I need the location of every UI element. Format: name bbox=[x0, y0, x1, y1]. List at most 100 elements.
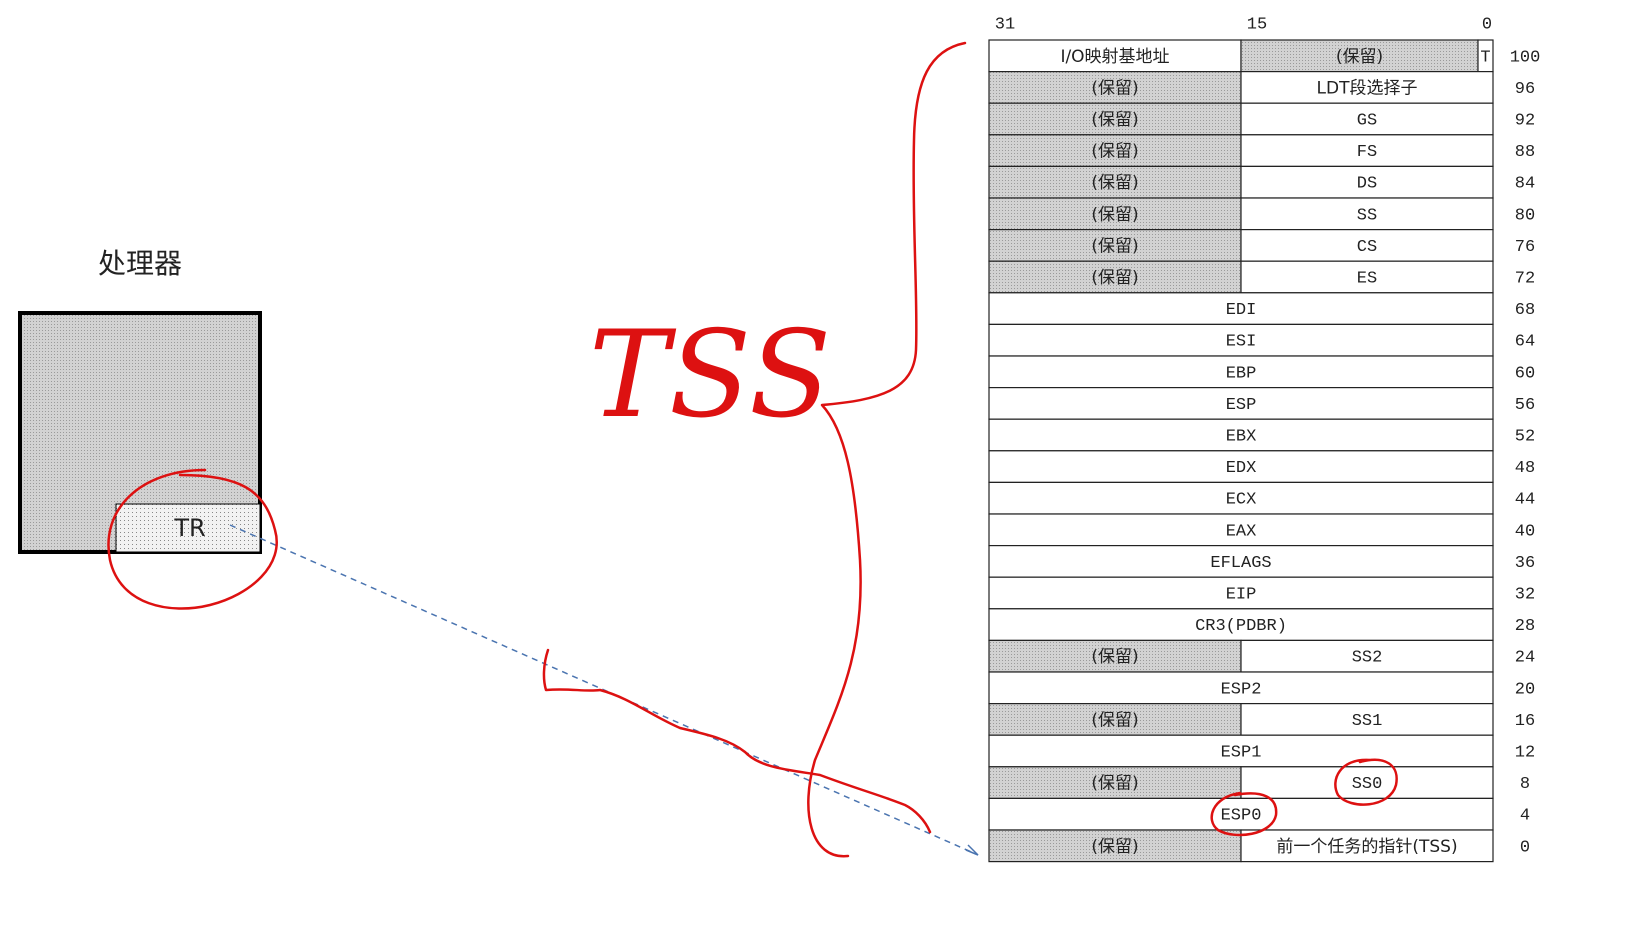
cell-text: EDI bbox=[1226, 301, 1257, 320]
cell bbox=[1240, 260, 1494, 294]
cell-text: EBP bbox=[1226, 364, 1257, 383]
pointer-arrow bbox=[229, 524, 977, 855]
offset-label: 88 bbox=[1515, 143, 1535, 162]
offset-label: 20 bbox=[1515, 680, 1535, 699]
offset-label: 68 bbox=[1515, 301, 1535, 320]
cell bbox=[988, 639, 1242, 673]
cell-text: EAX bbox=[1226, 522, 1257, 541]
cell-text: ESP0 bbox=[1221, 807, 1262, 826]
cell bbox=[1240, 702, 1494, 736]
cell bbox=[988, 829, 1242, 863]
cell bbox=[988, 481, 1494, 515]
cell bbox=[988, 734, 1494, 768]
bit-label: 31 bbox=[995, 15, 1015, 34]
cell-text: FS bbox=[1357, 143, 1377, 162]
cell-text: (保留) bbox=[1091, 78, 1138, 98]
cell-text: SS bbox=[1357, 206, 1377, 225]
offset-label: 64 bbox=[1515, 333, 1535, 352]
cell bbox=[988, 608, 1494, 641]
offset-label: 96 bbox=[1515, 80, 1535, 99]
bit-label: 0 bbox=[1482, 15, 1492, 34]
tr-box bbox=[115, 503, 261, 553]
cell-text: (保留) bbox=[1091, 205, 1138, 225]
cell bbox=[988, 418, 1494, 452]
cell-text: (保留) bbox=[1091, 774, 1138, 794]
cell bbox=[1240, 639, 1494, 673]
cell-text: (保留) bbox=[1091, 710, 1138, 730]
cell bbox=[988, 260, 1242, 294]
cell-text: (保留) bbox=[1091, 142, 1138, 162]
cell-text: EFLAGS bbox=[1210, 554, 1271, 573]
cell-text: (保留) bbox=[1091, 268, 1138, 288]
cell-text: T bbox=[1480, 48, 1490, 67]
offset-label: 72 bbox=[1515, 269, 1535, 288]
cell-text: (保留) bbox=[1091, 236, 1138, 256]
tss-table: 31 15 0 I/O映射基地址 (保留) T 100 (保留) LDT段选择子 96 (保留) GS… bbox=[988, 15, 1541, 863]
cell-text: ESP1 bbox=[1221, 743, 1262, 762]
cell-text: EBX bbox=[1226, 427, 1257, 446]
offset-label: 76 bbox=[1515, 238, 1535, 257]
cell-text: SS2 bbox=[1352, 649, 1383, 668]
cell-text: (保留) bbox=[1091, 110, 1138, 130]
cell bbox=[988, 292, 1494, 325]
cell-text: (保留) bbox=[1091, 837, 1138, 857]
cell bbox=[1240, 165, 1494, 199]
cell bbox=[988, 513, 1494, 547]
offset-label: 36 bbox=[1515, 554, 1535, 573]
cell bbox=[1240, 102, 1494, 136]
offset-label: 44 bbox=[1515, 491, 1535, 510]
offset-label: 28 bbox=[1515, 617, 1535, 636]
cell bbox=[988, 355, 1494, 389]
cell-text: I/O映射基地址 bbox=[1060, 47, 1169, 67]
cell bbox=[988, 797, 1494, 831]
cell bbox=[1240, 829, 1494, 863]
offset-label: 40 bbox=[1515, 522, 1535, 541]
offset-label: 24 bbox=[1515, 649, 1535, 668]
cell-text: SS1 bbox=[1352, 712, 1383, 731]
cell bbox=[1240, 134, 1494, 168]
cell-text: LDT段选择子 bbox=[1317, 78, 1418, 98]
arrow-head bbox=[965, 844, 979, 856]
squiggle bbox=[542, 648, 932, 834]
tss-annotation: TSS bbox=[589, 306, 831, 445]
cell bbox=[1240, 229, 1494, 262]
cell-text: (保留) bbox=[1091, 647, 1138, 667]
cell-text: 前一个任务的指针(TSS) bbox=[1276, 837, 1457, 857]
cell-text: ES bbox=[1357, 269, 1377, 288]
cell-text: ECX bbox=[1226, 491, 1257, 510]
cell bbox=[1240, 197, 1494, 231]
cell bbox=[988, 544, 1494, 578]
cell-text: GS bbox=[1357, 111, 1377, 130]
processor-title: 处理器 bbox=[98, 247, 182, 280]
offset-label: 56 bbox=[1515, 396, 1535, 415]
offset-label: 16 bbox=[1515, 712, 1535, 731]
bit-label: 15 bbox=[1247, 15, 1267, 34]
cell bbox=[988, 229, 1242, 262]
cell bbox=[988, 387, 1494, 420]
offset-label: 12 bbox=[1515, 743, 1535, 762]
cell bbox=[988, 134, 1242, 168]
cell bbox=[988, 576, 1494, 610]
cell-text: (保留) bbox=[1091, 173, 1138, 193]
ss0-circle bbox=[1334, 758, 1398, 806]
offset-label: 92 bbox=[1515, 111, 1535, 130]
offset-label: 52 bbox=[1515, 427, 1535, 446]
cell bbox=[988, 671, 1494, 705]
cell-text: CS bbox=[1357, 238, 1377, 257]
offset-label: 80 bbox=[1515, 206, 1535, 225]
offset-label: 0 bbox=[1520, 838, 1530, 857]
offset-label: 4 bbox=[1520, 807, 1530, 826]
offset-label: 100 bbox=[1510, 48, 1541, 67]
offset-label: 48 bbox=[1515, 459, 1535, 478]
cell-text: ESP2 bbox=[1221, 680, 1262, 699]
cell-text: CR3(PDBR) bbox=[1195, 617, 1287, 636]
tr-label: TR bbox=[173, 514, 205, 542]
cell bbox=[988, 39, 1242, 73]
cell bbox=[988, 197, 1242, 231]
esp0-circle bbox=[1210, 791, 1278, 837]
cell-text: EDX bbox=[1226, 459, 1257, 478]
cell-text: ESP bbox=[1226, 396, 1257, 415]
brace bbox=[807, 41, 967, 858]
tr-circle bbox=[107, 468, 278, 610]
